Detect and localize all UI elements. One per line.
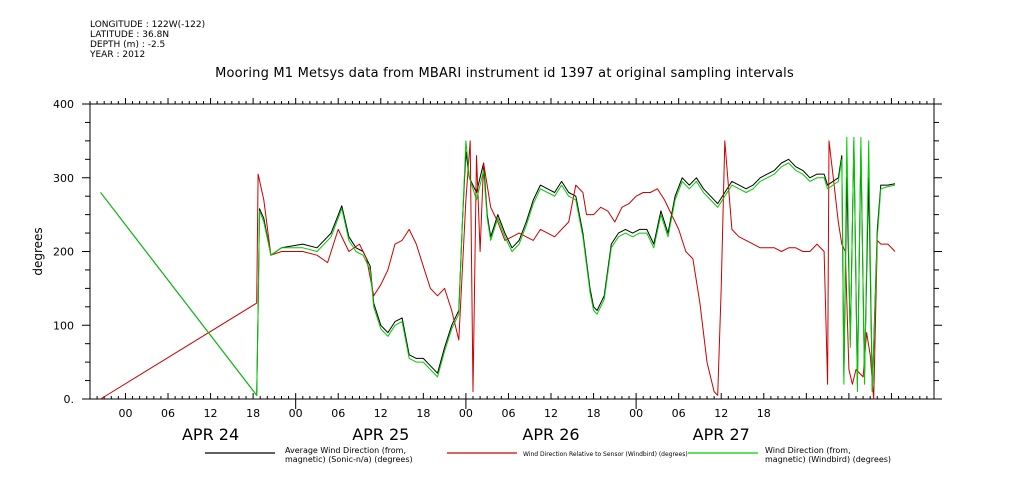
series-line-3 (100, 136, 896, 396)
y-axis-label: degrees (31, 227, 45, 275)
x-tick-label: 18 (416, 407, 430, 420)
metadata-longitude: LONGITUDE : 122W(-122) (90, 20, 206, 30)
series-line-2 (100, 140, 896, 400)
x-tick-label: 06 (161, 407, 175, 420)
legend-label-2: Wind Direction Relative to Sensor (Windb… (523, 451, 688, 458)
x-tick-label: 06 (501, 407, 515, 420)
y-tick-label: 100 (53, 319, 74, 332)
x-day-label: APR 26 (522, 425, 579, 444)
x-day-label: APR 27 (693, 425, 750, 444)
metadata-latitude: LATITUDE : 36.8N (90, 30, 170, 40)
metadata-block: LONGITUDE : 122W(-122) LATITUDE : 36.8N … (90, 20, 205, 60)
x-tick-label: 12 (374, 407, 388, 420)
legend-label-1: Average Wind Direction (from, (285, 446, 406, 455)
x-tick-label: 00 (629, 407, 643, 420)
x-tick-label: 06 (331, 407, 345, 420)
series-layer (100, 136, 896, 400)
x-tick-label: 12 (544, 407, 558, 420)
x-day-label: APR 24 (182, 425, 239, 444)
metadata-year: YEAR : 2012 (90, 50, 146, 60)
legend-label-1-line2: magnetic) (Sonic-n/a) (degrees) (285, 455, 413, 464)
chart-legend: Average Wind Direction (from,magnetic) (… (205, 446, 891, 464)
x-tick-label: 18 (246, 407, 260, 420)
x-tick-label: 18 (757, 407, 771, 420)
x-tick-label: 00 (289, 407, 303, 420)
x-tick-label: 06 (672, 407, 686, 420)
chart-axes: 00 06 12 18 00 06 12 18 00 06 12 18 00 06 12 18 APR 24 AP… (31, 98, 942, 444)
y-tick-label: 200 (53, 246, 74, 259)
series-line-1 (100, 140, 896, 396)
y-tick-label: 0. (64, 393, 75, 406)
x-tick-label: 00 (459, 407, 473, 420)
legend-label-3: Wind Direction (from, (765, 446, 851, 455)
y-tick-label: 300 (53, 172, 74, 185)
chart-title: Mooring M1 Metsys data from MBARI instru… (215, 66, 794, 81)
x-tick-label: 12 (714, 407, 728, 420)
x-tick-label: 12 (204, 407, 218, 420)
x-day-label: APR 25 (352, 425, 409, 444)
legend-label-3-line2: magnetic) (Windbird) (degrees) (765, 455, 891, 464)
metadata-depth: DEPTH (m) : -2.5 (90, 40, 166, 50)
x-tick-label: 00 (118, 407, 132, 420)
y-tick-label: 400 (53, 98, 74, 111)
x-tick-label: 18 (587, 407, 601, 420)
